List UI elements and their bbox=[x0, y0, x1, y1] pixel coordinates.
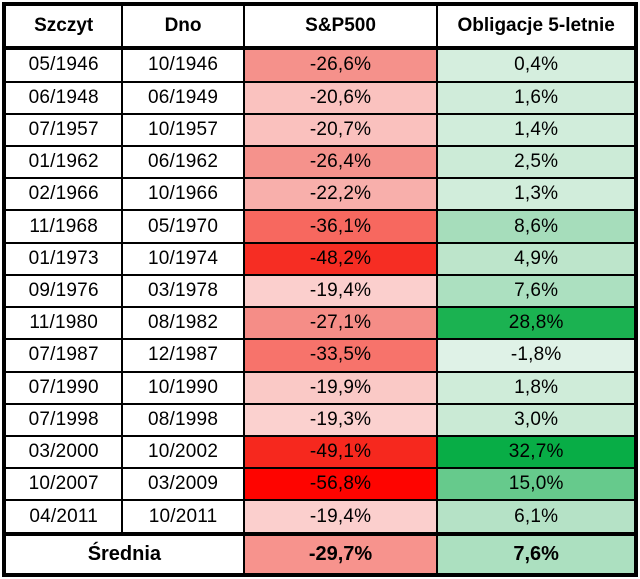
sp500-return-cell: -19,9% bbox=[242, 370, 439, 405]
table-row: 07/1957 10/1957 -20,7% 1,4% bbox=[2, 112, 637, 148]
trough-date-cell: 10/1990 bbox=[121, 370, 245, 405]
sp500-return-cell: -22,2% bbox=[242, 177, 439, 212]
table-body: 05/1946 10/1946 -26,6% 0,4% 06/1948 06/1949 -2… bbox=[2, 47, 637, 535]
sp500-return-cell: -48,2% bbox=[242, 241, 439, 276]
bonds-return-cell: 15,0% bbox=[436, 467, 637, 502]
sp500-return-cell: -20,6% bbox=[242, 80, 439, 115]
table-row: 05/1946 10/1946 -26,6% 0,4% bbox=[2, 47, 637, 83]
peak-date-cell: 07/1957 bbox=[2, 112, 124, 148]
bonds-return-cell: 8,6% bbox=[436, 209, 637, 244]
trough-date-cell: 06/1962 bbox=[121, 144, 245, 180]
trough-date-cell: 10/1966 bbox=[121, 177, 245, 212]
footer-row: Średnia -29,7% 7,6% bbox=[3, 532, 637, 576]
table-row: 07/1987 12/1987 -33,5% -1,8% bbox=[2, 338, 637, 373]
peak-date-cell: 04/2011 bbox=[2, 499, 124, 535]
table-row: 11/1968 05/1970 -36,1% 8,6% bbox=[2, 209, 637, 244]
table-row: 10/2007 03/2009 -56,8% 15,0% bbox=[2, 467, 637, 502]
table-row: 07/1998 08/1998 -19,3% 3,0% bbox=[2, 402, 637, 437]
table-header: Szczyt Dno S&P500 Obligacje 5-letnie bbox=[2, 3, 637, 50]
trough-date-cell: 10/1957 bbox=[121, 112, 245, 148]
bonds-return-cell: 0,4% bbox=[436, 47, 637, 83]
peak-date-cell: 07/1990 bbox=[2, 370, 124, 405]
bonds-return-cell: 3,0% bbox=[436, 402, 637, 437]
bonds-return-cell: 28,8% bbox=[436, 306, 637, 341]
peak-date-cell: 03/2000 bbox=[2, 434, 124, 470]
sp500-return-cell: -33,5% bbox=[242, 338, 439, 373]
sp500-return-cell: -49,1% bbox=[242, 434, 439, 470]
trough-date-cell: 10/2011 bbox=[121, 499, 245, 535]
col-header-bonds: Obligacje 5-letnie bbox=[436, 3, 637, 50]
bonds-return-cell: 32,7% bbox=[436, 434, 637, 470]
peak-date-cell: 01/1962 bbox=[2, 144, 124, 180]
sp500-return-cell: -26,4% bbox=[242, 144, 439, 180]
trough-date-cell: 03/1978 bbox=[121, 273, 245, 309]
table-row: 11/1980 08/1982 -27,1% 28,8% bbox=[2, 306, 637, 341]
sp500-return-cell: -19,3% bbox=[242, 402, 439, 437]
table-row: 06/1948 06/1949 -20,6% 1,6% bbox=[2, 80, 637, 115]
trough-date-cell: 06/1949 bbox=[121, 80, 245, 115]
table-row: 01/1973 10/1974 -48,2% 4,9% bbox=[2, 241, 637, 276]
table-row: 04/2011 10/2011 -19,4% 6,1% bbox=[2, 499, 637, 535]
table-row: 09/1976 03/1978 -19,4% 7,6% bbox=[2, 273, 637, 309]
peak-date-cell: 11/1980 bbox=[2, 306, 124, 341]
peak-date-cell: 07/1998 bbox=[2, 402, 124, 437]
footer-label: Średnia bbox=[3, 532, 245, 576]
sp500-return-cell: -20,7% bbox=[242, 112, 439, 148]
trough-date-cell: 08/1998 bbox=[121, 402, 245, 437]
table-footer: Średnia -29,7% 7,6% bbox=[3, 532, 637, 576]
sp500-return-cell: -36,1% bbox=[242, 209, 439, 244]
bonds-return-cell: 4,9% bbox=[436, 241, 637, 276]
peak-date-cell: 07/1987 bbox=[2, 338, 124, 373]
sp500-return-cell: -27,1% bbox=[242, 306, 439, 341]
trough-date-cell: 10/1974 bbox=[121, 241, 245, 276]
peak-date-cell: 10/2007 bbox=[2, 467, 124, 502]
peak-date-cell: 05/1946 bbox=[2, 47, 124, 83]
peak-date-cell: 02/1966 bbox=[2, 177, 124, 212]
peak-date-cell: 11/1968 bbox=[2, 209, 124, 244]
peak-date-cell: 01/1973 bbox=[2, 241, 124, 276]
trough-date-cell: 05/1970 bbox=[121, 209, 245, 244]
peak-date-cell: 09/1976 bbox=[2, 273, 124, 309]
footer-sp500-cell: -29,7% bbox=[242, 532, 439, 576]
col-header-peak: Szczyt bbox=[2, 3, 124, 50]
bonds-return-cell: 1,3% bbox=[436, 177, 637, 212]
bonds-return-cell: 6,1% bbox=[436, 499, 637, 535]
sp500-return-cell: -19,4% bbox=[242, 273, 439, 309]
sp500-return-cell: -26,6% bbox=[242, 47, 439, 83]
table-row: 02/1966 10/1966 -22,2% 1,3% bbox=[2, 177, 637, 212]
trough-date-cell: 03/2009 bbox=[121, 467, 245, 502]
bonds-return-cell: 7,6% bbox=[436, 273, 637, 309]
sp500-return-cell: -56,8% bbox=[242, 467, 439, 502]
col-header-trough: Dno bbox=[121, 3, 245, 50]
trough-date-cell: 12/1987 bbox=[121, 338, 245, 373]
bonds-return-cell: 1,8% bbox=[436, 370, 637, 405]
table-row: 01/1962 06/1962 -26,4% 2,5% bbox=[2, 144, 637, 180]
bonds-return-cell: 1,6% bbox=[436, 80, 637, 115]
footer-bonds-cell: 7,6% bbox=[436, 532, 637, 576]
bonds-return-cell: 2,5% bbox=[436, 144, 637, 180]
trough-date-cell: 08/1982 bbox=[121, 306, 245, 341]
table-row: 07/1990 10/1990 -19,9% 1,8% bbox=[2, 370, 637, 405]
header-row: Szczyt Dno S&P500 Obligacje 5-letnie bbox=[2, 3, 637, 50]
table-row: 03/2000 10/2002 -49,1% 32,7% bbox=[2, 434, 637, 470]
sp500-return-cell: -19,4% bbox=[242, 499, 439, 535]
trough-date-cell: 10/2002 bbox=[121, 434, 245, 470]
trough-date-cell: 10/1946 bbox=[121, 47, 245, 83]
peak-date-cell: 06/1948 bbox=[2, 80, 124, 115]
bonds-return-cell: -1,8% bbox=[436, 338, 637, 373]
bonds-return-cell: 1,4% bbox=[436, 112, 637, 148]
col-header-sp500: S&P500 bbox=[242, 3, 439, 50]
